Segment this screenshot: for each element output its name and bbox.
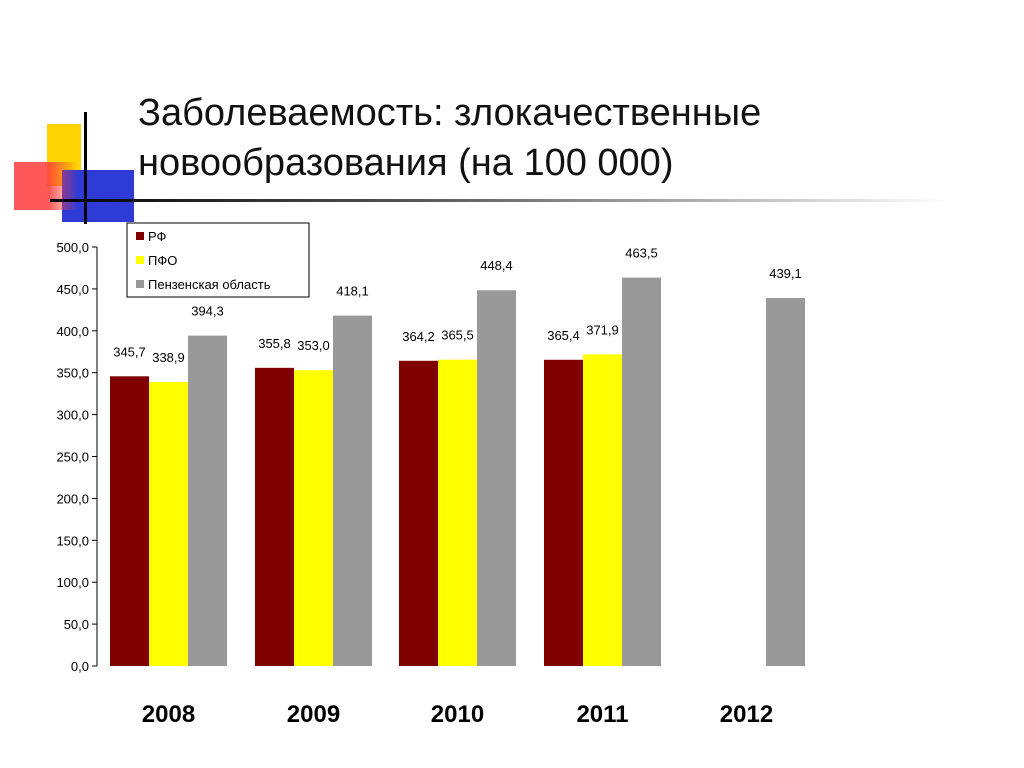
bar	[766, 298, 805, 666]
bar	[438, 359, 477, 666]
y-tick-label: 200,0	[56, 491, 89, 506]
deco-red-square	[14, 162, 78, 210]
data-label: 418,1	[336, 284, 369, 299]
title-line-2: новообразования (на 100 000)	[138, 142, 674, 184]
bar	[188, 335, 227, 666]
category-label: 2012	[720, 701, 773, 728]
bar	[333, 315, 372, 666]
data-label: 463,5	[625, 246, 658, 261]
legend-label: Пензенская область	[148, 277, 271, 292]
category-label: 2011	[576, 701, 628, 728]
y-tick-label: 350,0	[56, 366, 89, 381]
y-tick-label: 100,0	[56, 575, 89, 590]
data-label: 448,4	[480, 258, 513, 273]
y-tick-label: 150,0	[56, 533, 89, 548]
y-tick-label: 250,0	[56, 450, 89, 465]
y-tick-label: 300,0	[56, 408, 89, 423]
data-label: 439,1	[769, 266, 802, 281]
legend-swatch	[136, 232, 144, 240]
y-tick-label: 50,0	[64, 617, 89, 632]
data-label: 365,5	[441, 328, 474, 343]
legend-label: РФ	[148, 229, 167, 244]
bar	[294, 370, 333, 666]
data-label: 355,8	[258, 336, 291, 351]
page-title: Заболеваемость: злокачественные новообра…	[138, 88, 938, 188]
bar	[477, 290, 516, 666]
legend-label: ПФО	[148, 253, 177, 268]
bar	[149, 382, 188, 666]
data-label: 353,0	[297, 338, 330, 353]
legend-swatch	[136, 280, 144, 288]
bar	[399, 360, 438, 666]
bar	[622, 277, 661, 666]
y-tick-label: 500,0	[56, 240, 89, 255]
category-label: 2009	[287, 701, 340, 728]
category-label: 2008	[142, 701, 195, 728]
bar	[583, 354, 622, 666]
title-line-1: Заболеваемость: злокачественные	[138, 92, 762, 134]
y-tick-label: 450,0	[56, 282, 89, 297]
data-label: 338,9	[152, 350, 185, 365]
y-tick-label: 0,0	[71, 659, 89, 674]
data-label: 345,7	[113, 344, 146, 359]
category-label: 2010	[431, 701, 484, 728]
y-tick-label: 400,0	[56, 324, 89, 339]
bar	[110, 376, 149, 666]
deco-vertical-line	[84, 112, 87, 224]
legend-box	[126, 222, 310, 298]
data-label: 371,9	[586, 322, 619, 337]
bar	[544, 359, 583, 666]
data-label: 365,4	[547, 328, 580, 343]
data-label: 394,3	[191, 304, 224, 319]
deco-horizontal-line	[50, 199, 950, 202]
legend-swatch	[136, 256, 144, 264]
bar	[255, 367, 294, 666]
data-label: 364,2	[402, 329, 435, 344]
